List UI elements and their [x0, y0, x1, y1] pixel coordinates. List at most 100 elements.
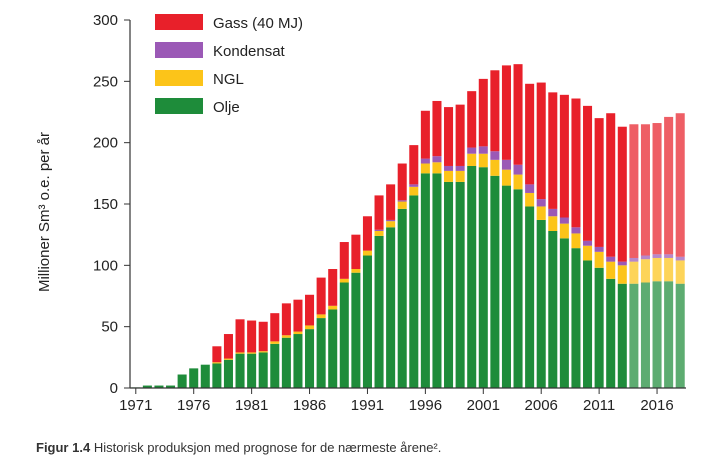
bar-segment	[351, 272, 361, 388]
bar-segment	[525, 184, 535, 193]
bar-segment	[513, 164, 523, 175]
bar-segment	[571, 98, 581, 228]
bar-segment	[640, 255, 650, 260]
bar-segment	[142, 385, 152, 388]
y-tick-label: 50	[101, 319, 118, 336]
caption-text: Historisk produksjon med prognose for de…	[93, 440, 442, 455]
bar-segment	[351, 269, 361, 273]
bar-segment	[247, 352, 257, 354]
bar-segment	[594, 251, 604, 268]
bar-segment	[617, 261, 627, 266]
legend-item: Olje	[155, 98, 240, 116]
bar-segment	[293, 334, 303, 388]
bar-segment	[583, 105, 593, 241]
bar-segment	[432, 100, 442, 157]
bar-segment	[640, 259, 650, 283]
bar-segment	[316, 314, 326, 319]
bar-segment	[386, 227, 396, 388]
bar-segment	[652, 281, 662, 388]
bar-segment	[212, 363, 222, 388]
bar-segment	[420, 173, 430, 388]
bar-segment	[594, 246, 604, 252]
figure-caption: Figur 1.4 Historisk produksjon med progn…	[36, 440, 441, 455]
bar-segment	[305, 329, 315, 388]
bar-segment	[536, 199, 546, 207]
caption-label: Figur 1.4	[36, 440, 91, 455]
bar-segment	[525, 206, 535, 388]
bar-segment	[501, 65, 511, 160]
bar-segment	[386, 219, 396, 222]
bar-segment	[583, 240, 593, 246]
bar-segment	[409, 184, 419, 187]
y-tick-label: 150	[93, 196, 118, 213]
bar-segment	[617, 283, 627, 388]
bar-segment	[420, 110, 430, 159]
bar-segment	[247, 353, 257, 388]
bar-segment	[432, 162, 442, 174]
bar-segment	[281, 337, 291, 388]
x-tick-label: 2011	[583, 397, 615, 414]
bar-segment	[362, 250, 372, 256]
bar-segment	[316, 318, 326, 388]
bar-segment	[664, 116, 674, 255]
bar-segment	[617, 126, 627, 262]
bar-segment	[652, 254, 662, 258]
bar-segment	[258, 321, 268, 352]
y-tick-label: 300	[93, 12, 118, 29]
bar-segment	[223, 334, 233, 359]
bar-segment	[432, 156, 442, 163]
legend-swatch	[155, 98, 203, 114]
bar-segment	[571, 233, 581, 249]
bar-segment	[374, 195, 384, 230]
bar-segment	[270, 343, 280, 388]
x-tick-label: 1996	[409, 397, 442, 414]
legend-label: NGL	[213, 71, 244, 88]
bar-segment	[328, 309, 338, 388]
bar-segment	[501, 185, 511, 388]
bar-segment	[362, 255, 372, 388]
bar-segment	[525, 192, 535, 207]
bar-segment	[270, 341, 280, 344]
bar-segment	[258, 352, 268, 388]
bar-segment	[397, 208, 407, 388]
bar-segment	[420, 163, 430, 174]
x-tick-label: 2006	[525, 397, 558, 414]
bar-segment	[617, 265, 627, 284]
legend: Gass (40 MJ) Kondensat NGL Olje	[155, 14, 303, 116]
bar-segment	[536, 219, 546, 388]
bar-segment	[386, 221, 396, 228]
bar-segment	[339, 242, 349, 279]
bar-segment	[166, 385, 176, 388]
bar-segment	[559, 217, 569, 224]
bar-segment	[328, 305, 338, 310]
bar-segment	[212, 362, 222, 364]
bar-segment	[652, 123, 662, 255]
bar-segment	[386, 184, 396, 220]
bar-segment	[432, 173, 442, 388]
bar-segment	[675, 260, 685, 284]
bar-segment	[571, 248, 581, 388]
bar-segment	[212, 346, 222, 363]
bar-segment	[652, 257, 662, 282]
y-tick-label: 0	[110, 380, 118, 397]
bar-segment	[397, 200, 407, 202]
bar-segment	[675, 256, 685, 261]
bar-segment	[455, 165, 465, 171]
bar-segment	[559, 238, 569, 388]
bar-segment	[548, 208, 558, 217]
bar-segment	[548, 92, 558, 209]
bar-segment	[675, 113, 685, 257]
bar-segment	[478, 167, 488, 388]
bar-segment	[606, 261, 616, 279]
bar-segment	[640, 282, 650, 388]
axis-lines	[124, 19, 686, 394]
y-tick-label: 200	[93, 135, 118, 152]
bar-segment	[675, 283, 685, 388]
bar-segment	[235, 352, 245, 354]
bar-segment	[606, 113, 616, 257]
bar-segment	[583, 260, 593, 388]
bar-segment	[536, 206, 546, 220]
bar-segment	[293, 299, 303, 332]
bar-segment	[154, 385, 164, 388]
